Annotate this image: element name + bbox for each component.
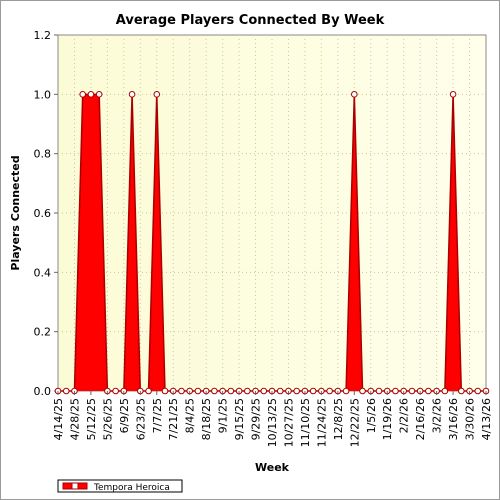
x-tick-label: 9/1/25 <box>217 398 230 433</box>
x-tick-label: 12/22/25 <box>348 398 361 447</box>
x-tick-label: 4/14/25 <box>52 398 65 440</box>
x-tick-label: 11/24/25 <box>315 398 328 447</box>
x-tick-label: 3/2/26 <box>431 398 444 433</box>
x-tick-label: 11/10/25 <box>299 398 312 447</box>
data-point <box>449 91 457 98</box>
legend: Tempora Heroica <box>57 479 183 493</box>
data-point <box>392 387 399 395</box>
data-point <box>79 91 86 98</box>
data-point <box>87 91 95 98</box>
x-tick-label: 12/8/25 <box>332 398 345 440</box>
legend-marker <box>71 482 79 490</box>
y-axis: 0.0 0.2 0.4 0.6 0.8 1.0 1.2 <box>34 29 58 398</box>
data-point <box>342 387 350 395</box>
data-point <box>458 387 465 395</box>
x-tick-label: 6/23/25 <box>134 398 147 440</box>
y-tick-label: 0.0 <box>34 385 52 398</box>
data-point <box>351 91 358 98</box>
x-axis-label: Week <box>255 461 290 474</box>
data-point <box>95 91 103 98</box>
x-tick-label: 1/5/26 <box>365 398 378 433</box>
series-area-fill <box>58 94 486 391</box>
y-tick-label: 0.6 <box>34 207 52 220</box>
x-tick-label: 6/9/25 <box>118 398 131 433</box>
data-point <box>425 387 432 395</box>
x-tick-label: 4/13/26 <box>480 398 493 440</box>
y-tick-label: 0.8 <box>34 148 52 161</box>
data-point <box>359 387 366 395</box>
chart-title: Average Players Connected By Week <box>116 13 385 28</box>
data-point <box>62 387 70 395</box>
data-point <box>211 387 218 395</box>
data-point <box>161 387 169 395</box>
y-tick-label: 0.2 <box>34 326 52 339</box>
x-tick-label: 9/15/25 <box>233 398 246 440</box>
data-point <box>112 387 119 395</box>
data-point <box>260 387 268 395</box>
data-point <box>244 387 251 395</box>
data-point <box>375 387 383 395</box>
x-tick-label: 9/29/25 <box>250 398 263 440</box>
data-point <box>128 91 136 98</box>
data-point <box>408 387 416 395</box>
data-point <box>441 387 449 395</box>
y-tick-label: 1.2 <box>34 29 52 42</box>
x-tick-label: 7/21/25 <box>167 398 180 440</box>
data-point <box>153 91 161 98</box>
data-point <box>293 387 300 395</box>
x-tick-label: 8/18/25 <box>200 398 213 440</box>
data-point <box>194 387 202 395</box>
x-tick-label: 3/30/26 <box>464 398 477 440</box>
x-tick-label: 5/26/25 <box>101 398 114 440</box>
y-tick-label: 1.0 <box>34 88 52 101</box>
x-tick-label: 7/7/25 <box>151 398 164 433</box>
data-point <box>474 387 482 395</box>
x-tick-label: 8/4/25 <box>184 398 197 433</box>
data-point <box>326 387 333 395</box>
x-tick-label: 1/19/26 <box>381 398 394 440</box>
legend-box <box>57 479 183 493</box>
x-tick-label: 3/16/26 <box>447 398 460 440</box>
x-tick-label: 2/2/26 <box>398 398 411 433</box>
y-tick-label: 0.4 <box>34 266 52 279</box>
x-tick-label: 5/12/25 <box>85 398 98 440</box>
data-point <box>145 387 152 395</box>
legend-label: Tempora Heroica <box>93 483 170 493</box>
x-tick-label: 2/16/26 <box>414 398 427 440</box>
x-tick-label: 10/13/25 <box>266 398 279 447</box>
x-tick-label: 4/28/25 <box>68 398 81 440</box>
data-point <box>276 387 284 395</box>
data-point <box>227 387 235 395</box>
x-axis: 4/14/25 4/28/25 5/12/25 5/26/25 6/9/25 6/23/2… <box>52 391 493 447</box>
data-point <box>309 387 317 395</box>
y-axis-label: Players Connected <box>9 155 22 270</box>
data-point <box>178 387 185 395</box>
x-tick-label: 10/27/25 <box>282 398 295 447</box>
